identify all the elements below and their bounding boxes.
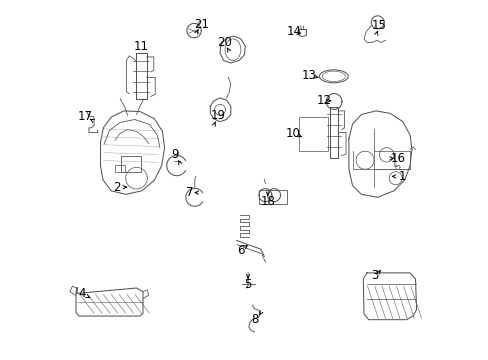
Text: 7: 7: [185, 186, 193, 199]
Text: 16: 16: [390, 152, 405, 165]
Bar: [298, 117, 327, 151]
Text: 18: 18: [260, 195, 275, 208]
Text: 6: 6: [237, 244, 244, 257]
Text: 9: 9: [171, 148, 179, 161]
Bar: [115, 165, 125, 172]
Text: 14: 14: [286, 25, 301, 38]
Text: 8: 8: [251, 313, 259, 326]
Bar: [258, 190, 286, 204]
Text: 21: 21: [193, 18, 208, 31]
Text: 1: 1: [398, 170, 406, 183]
Text: 10: 10: [285, 127, 300, 140]
Text: 12: 12: [316, 94, 330, 107]
Text: 19: 19: [211, 109, 225, 122]
Text: 17: 17: [78, 110, 93, 123]
Text: 15: 15: [371, 19, 386, 32]
Text: 4: 4: [78, 287, 85, 300]
Text: 5: 5: [244, 278, 251, 291]
Text: 13: 13: [301, 69, 316, 82]
Text: 3: 3: [370, 269, 378, 282]
Bar: [121, 156, 141, 172]
Text: 20: 20: [217, 36, 232, 49]
Text: 11: 11: [134, 40, 149, 53]
Text: 2: 2: [113, 181, 120, 194]
